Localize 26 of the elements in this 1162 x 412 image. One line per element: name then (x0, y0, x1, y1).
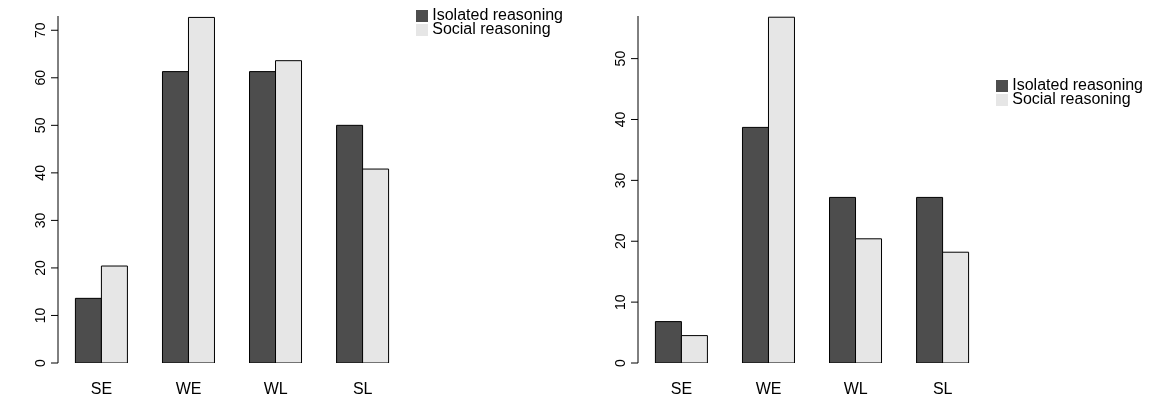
x-tick-label: WE (175, 380, 202, 398)
y-tick-label: 0 (32, 358, 48, 367)
legend-label: Isolated reasoning (432, 6, 563, 23)
y-tick-label: 30 (32, 212, 48, 229)
y-tick-label: 40 (32, 164, 48, 181)
y-tick-label: 10 (612, 294, 628, 310)
legend-label: Isolated reasoning (1012, 76, 1143, 93)
y-tick-label: 0 (612, 358, 628, 367)
legend-label: Social reasoning (1012, 90, 1131, 107)
x-tick-label: WE (755, 380, 782, 398)
y-tick-label: 20 (612, 233, 628, 250)
x-tick-label: SE (670, 380, 693, 398)
legend-label: Social reasoning (432, 20, 551, 37)
x-tick-label: SL (932, 380, 953, 398)
y-tick-label: 40 (612, 111, 628, 128)
y-tick-label: 50 (612, 50, 628, 67)
y-tick-label: 20 (32, 259, 48, 276)
x-tick-label: WL (843, 380, 868, 398)
y-tick-label: 30 (612, 172, 628, 189)
x-tick-label: WL (263, 380, 288, 398)
x-tick-label: SL (352, 380, 373, 398)
y-tick-label: 10 (32, 307, 48, 324)
y-tick-label: 60 (32, 69, 48, 86)
y-tick-label: 70 (32, 22, 48, 39)
x-tick-label: SE (90, 380, 113, 398)
y-tick-label: 50 (32, 117, 48, 134)
